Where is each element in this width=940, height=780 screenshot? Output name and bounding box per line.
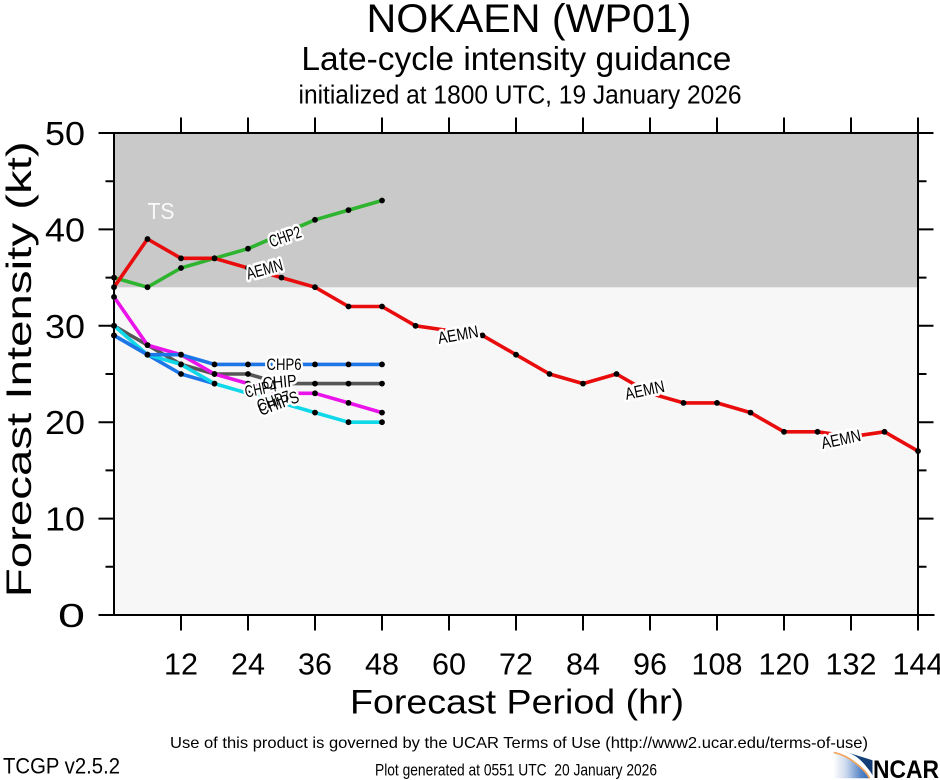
svg-text:120: 120 <box>759 647 810 682</box>
svg-text:TS: TS <box>148 198 175 224</box>
svg-text:60: 60 <box>432 647 466 682</box>
svg-text:NCAR: NCAR <box>873 756 939 780</box>
svg-text:CHIP: CHIP <box>262 371 298 393</box>
svg-text:40: 40 <box>45 211 85 248</box>
svg-text:CHIP: CHIP <box>262 371 298 393</box>
svg-text:CHP6: CHP6 <box>267 355 302 374</box>
svg-text:0: 0 <box>58 597 85 634</box>
svg-text:initialized at 1800 UTC, 19 Ja: initialized at 1800 UTC, 19 January 2026 <box>299 82 742 110</box>
svg-text:Forecast Intensity (kt): Forecast Intensity (kt) <box>0 141 39 597</box>
svg-text:36: 36 <box>298 647 332 682</box>
svg-text:12: 12 <box>164 647 198 682</box>
svg-text:Forecast Period (hr): Forecast Period (hr) <box>350 684 684 722</box>
svg-text:NOKAEN (WP01): NOKAEN (WP01) <box>367 0 692 41</box>
svg-text:24: 24 <box>231 647 265 682</box>
svg-text:TCGP v2.5.2: TCGP v2.5.2 <box>3 753 120 778</box>
svg-text:Late-cycle intensity guidance: Late-cycle intensity guidance <box>301 40 731 77</box>
svg-text:96: 96 <box>633 647 667 682</box>
svg-text:132: 132 <box>826 647 877 682</box>
svg-text:30: 30 <box>45 308 85 345</box>
svg-text:108: 108 <box>692 647 743 682</box>
svg-text:72: 72 <box>499 647 533 682</box>
svg-text:Plot generated at 0551 UTC 20: Plot generated at 0551 UTC 20 January 20… <box>375 761 657 780</box>
svg-text:50: 50 <box>45 115 85 152</box>
svg-text:Use of this product is governe: Use of this product is governed by the U… <box>170 735 868 752</box>
svg-text:84: 84 <box>566 647 600 682</box>
svg-text:CHP6: CHP6 <box>267 355 302 374</box>
svg-text:144: 144 <box>893 647 940 682</box>
svg-text:20: 20 <box>45 404 85 441</box>
svg-text:48: 48 <box>365 647 399 682</box>
svg-text:10: 10 <box>45 501 85 538</box>
